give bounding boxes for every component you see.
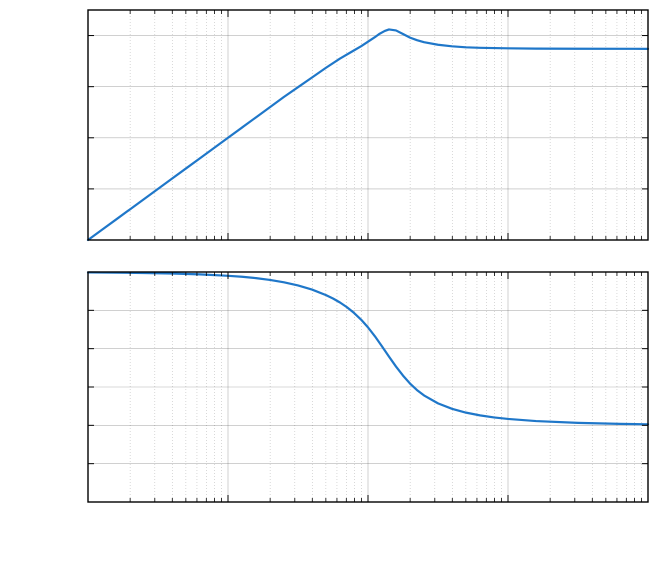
bode-plot-svg (0, 0, 667, 571)
panel-phase (88, 272, 648, 502)
panel-mag (88, 10, 648, 240)
bode-plot-container (0, 0, 667, 571)
